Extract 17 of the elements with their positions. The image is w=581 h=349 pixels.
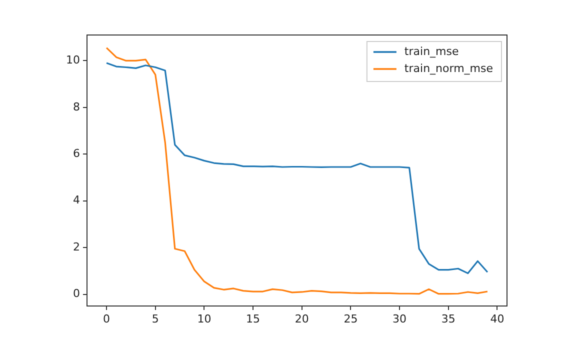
x-tick-label: 40: [490, 312, 504, 326]
x-tick-label: 25: [344, 312, 358, 326]
legend-label: train_mse: [404, 44, 459, 58]
x-tick-label: 5: [152, 312, 159, 326]
x-tick-label: 15: [246, 312, 260, 326]
x-tick-label: 30: [392, 312, 407, 326]
y-tick-label: 4: [73, 194, 80, 207]
y-tick-label: 10: [66, 54, 80, 67]
y-tick-label: 8: [73, 100, 80, 114]
y-tick-label: 2: [73, 240, 80, 254]
legend-label: train_norm_mse: [404, 62, 494, 75]
y-tick-label: 6: [73, 147, 80, 160]
x-tick-label: 0: [103, 312, 110, 326]
x-tick-label: 20: [294, 312, 309, 326]
x-tick-label: 10: [197, 312, 212, 326]
x-tick-label: 35: [441, 312, 456, 326]
y-tick-label: 0: [73, 287, 80, 300]
